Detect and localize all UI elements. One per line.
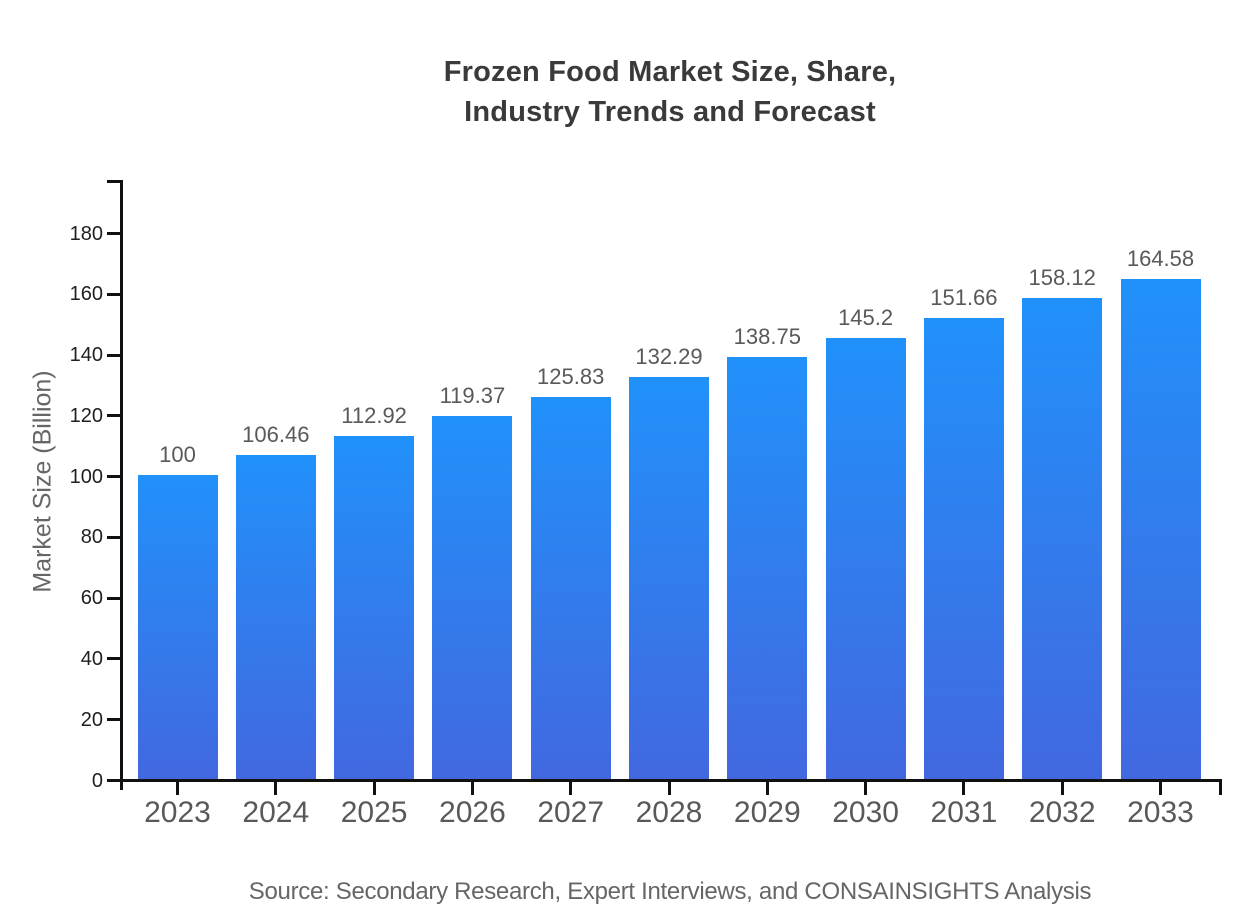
y-tick bbox=[107, 718, 121, 722]
bar-value-label-2033: 164.58 bbox=[1126, 245, 1195, 271]
bar-2027 bbox=[530, 396, 611, 779]
y-tick bbox=[107, 353, 121, 357]
bar-value-label-2032: 158.12 bbox=[1028, 265, 1096, 291]
y-axis-end-cap bbox=[107, 180, 121, 183]
y-tick bbox=[107, 232, 121, 235]
y-tick-label: 80 bbox=[80, 526, 103, 549]
bar-value-label-2023: 100 bbox=[159, 442, 196, 468]
bar-value-label-2024: 106.46 bbox=[242, 422, 310, 448]
y-tick bbox=[107, 414, 121, 418]
chart-title: Frozen Food Market Size, Share, Industry… bbox=[80, 52, 1260, 132]
y-tick-label: 60 bbox=[80, 587, 103, 610]
bar-value-label-2028: 132.29 bbox=[635, 343, 703, 369]
y-tick-label: 40 bbox=[80, 647, 103, 670]
bar-2025 bbox=[334, 435, 415, 779]
bar-2032 bbox=[1022, 298, 1103, 779]
bar-value-label-2025: 112.92 bbox=[341, 402, 407, 428]
bar-value-label-2030: 145.2 bbox=[838, 304, 894, 330]
x-tick bbox=[372, 782, 376, 795]
y-tick-label: 180 bbox=[69, 222, 103, 245]
x-tick bbox=[176, 782, 179, 795]
y-tick-label: 20 bbox=[80, 708, 103, 731]
x-tick bbox=[569, 782, 573, 795]
bar-2030 bbox=[825, 337, 906, 779]
y-tick-label: 160 bbox=[69, 283, 103, 306]
x-tick bbox=[765, 782, 769, 795]
bar-value-label-2027: 125.83 bbox=[537, 363, 605, 389]
x-tick bbox=[470, 782, 474, 795]
chart-title-line1: Frozen Food Market Size, Share, bbox=[443, 56, 897, 88]
x-tick-label-2028: 2028 bbox=[635, 796, 703, 829]
y-tick-label: 100 bbox=[69, 465, 103, 488]
y-tick bbox=[107, 657, 121, 661]
y-tick bbox=[107, 535, 121, 539]
bar-2031 bbox=[923, 318, 1004, 779]
bar-value-label-2029: 138.75 bbox=[733, 324, 801, 350]
x-tick bbox=[1159, 782, 1162, 795]
bar-2033 bbox=[1120, 278, 1201, 779]
x-tick-label-2032: 2032 bbox=[1028, 796, 1096, 829]
x-tick-label-2026: 2026 bbox=[439, 796, 506, 829]
bar-value-label-2031: 151.66 bbox=[930, 285, 998, 311]
x-tick bbox=[962, 782, 966, 795]
y-tick bbox=[107, 292, 121, 296]
source-note: Source: Secondary Research, Expert Inter… bbox=[248, 878, 1092, 905]
x-tick-label-2025: 2025 bbox=[340, 796, 408, 829]
x-tick-label-2030: 2030 bbox=[832, 796, 899, 829]
bar-2029 bbox=[727, 357, 808, 779]
x-tick bbox=[1060, 782, 1064, 795]
y-tick bbox=[107, 475, 121, 479]
y-tick-label: 0 bbox=[91, 769, 103, 792]
y-tick-label: 120 bbox=[69, 404, 103, 427]
x-tick bbox=[274, 782, 278, 795]
x-tick-label-2027: 2027 bbox=[537, 796, 605, 829]
x-tick-label-2024: 2024 bbox=[242, 796, 310, 829]
chart-title-line2: Industry Trends and Forecast bbox=[464, 96, 876, 128]
y-tick bbox=[107, 779, 121, 782]
y-tick-label: 140 bbox=[69, 344, 103, 367]
x-tick-label-2031: 2031 bbox=[930, 796, 998, 829]
bar-2026 bbox=[432, 416, 513, 779]
x-axis-end-tick bbox=[1219, 779, 1222, 795]
y-tick bbox=[107, 596, 121, 600]
x-tick-label-2023: 2023 bbox=[144, 796, 211, 829]
bar-2023 bbox=[137, 475, 218, 779]
y-axis-line bbox=[120, 180, 123, 790]
bar-2024 bbox=[235, 455, 316, 779]
x-tick-label-2029: 2029 bbox=[733, 796, 801, 829]
x-tick bbox=[864, 782, 868, 795]
x-tick bbox=[667, 782, 671, 795]
x-tick-label-2033: 2033 bbox=[1127, 796, 1194, 829]
bar-2028 bbox=[629, 376, 709, 779]
bar-value-label-2026: 119.37 bbox=[439, 383, 506, 409]
x-axis-line bbox=[120, 779, 1222, 782]
